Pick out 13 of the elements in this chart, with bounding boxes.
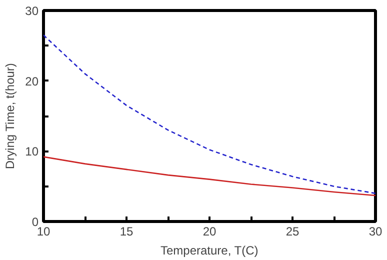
y-tick-label: 10 — [25, 144, 39, 159]
y-tick-label: 30 — [25, 4, 39, 18]
x-tick-label: 10 — [36, 224, 50, 238]
x-tick-label: 20 — [202, 224, 216, 238]
x-tick-label: 25 — [286, 224, 300, 238]
x-axis-title: Temperature, T(C) — [160, 244, 258, 258]
y-tick-label: 0 — [32, 215, 39, 229]
x-tick-label: 15 — [120, 224, 134, 238]
line-series — [44, 34, 376, 194]
y-axis-title: Drying Time, t(hour) — [3, 63, 18, 170]
x-tick-label: 30 — [368, 224, 382, 238]
line-series — [44, 156, 376, 196]
y-tick-label: 20 — [25, 74, 39, 88]
